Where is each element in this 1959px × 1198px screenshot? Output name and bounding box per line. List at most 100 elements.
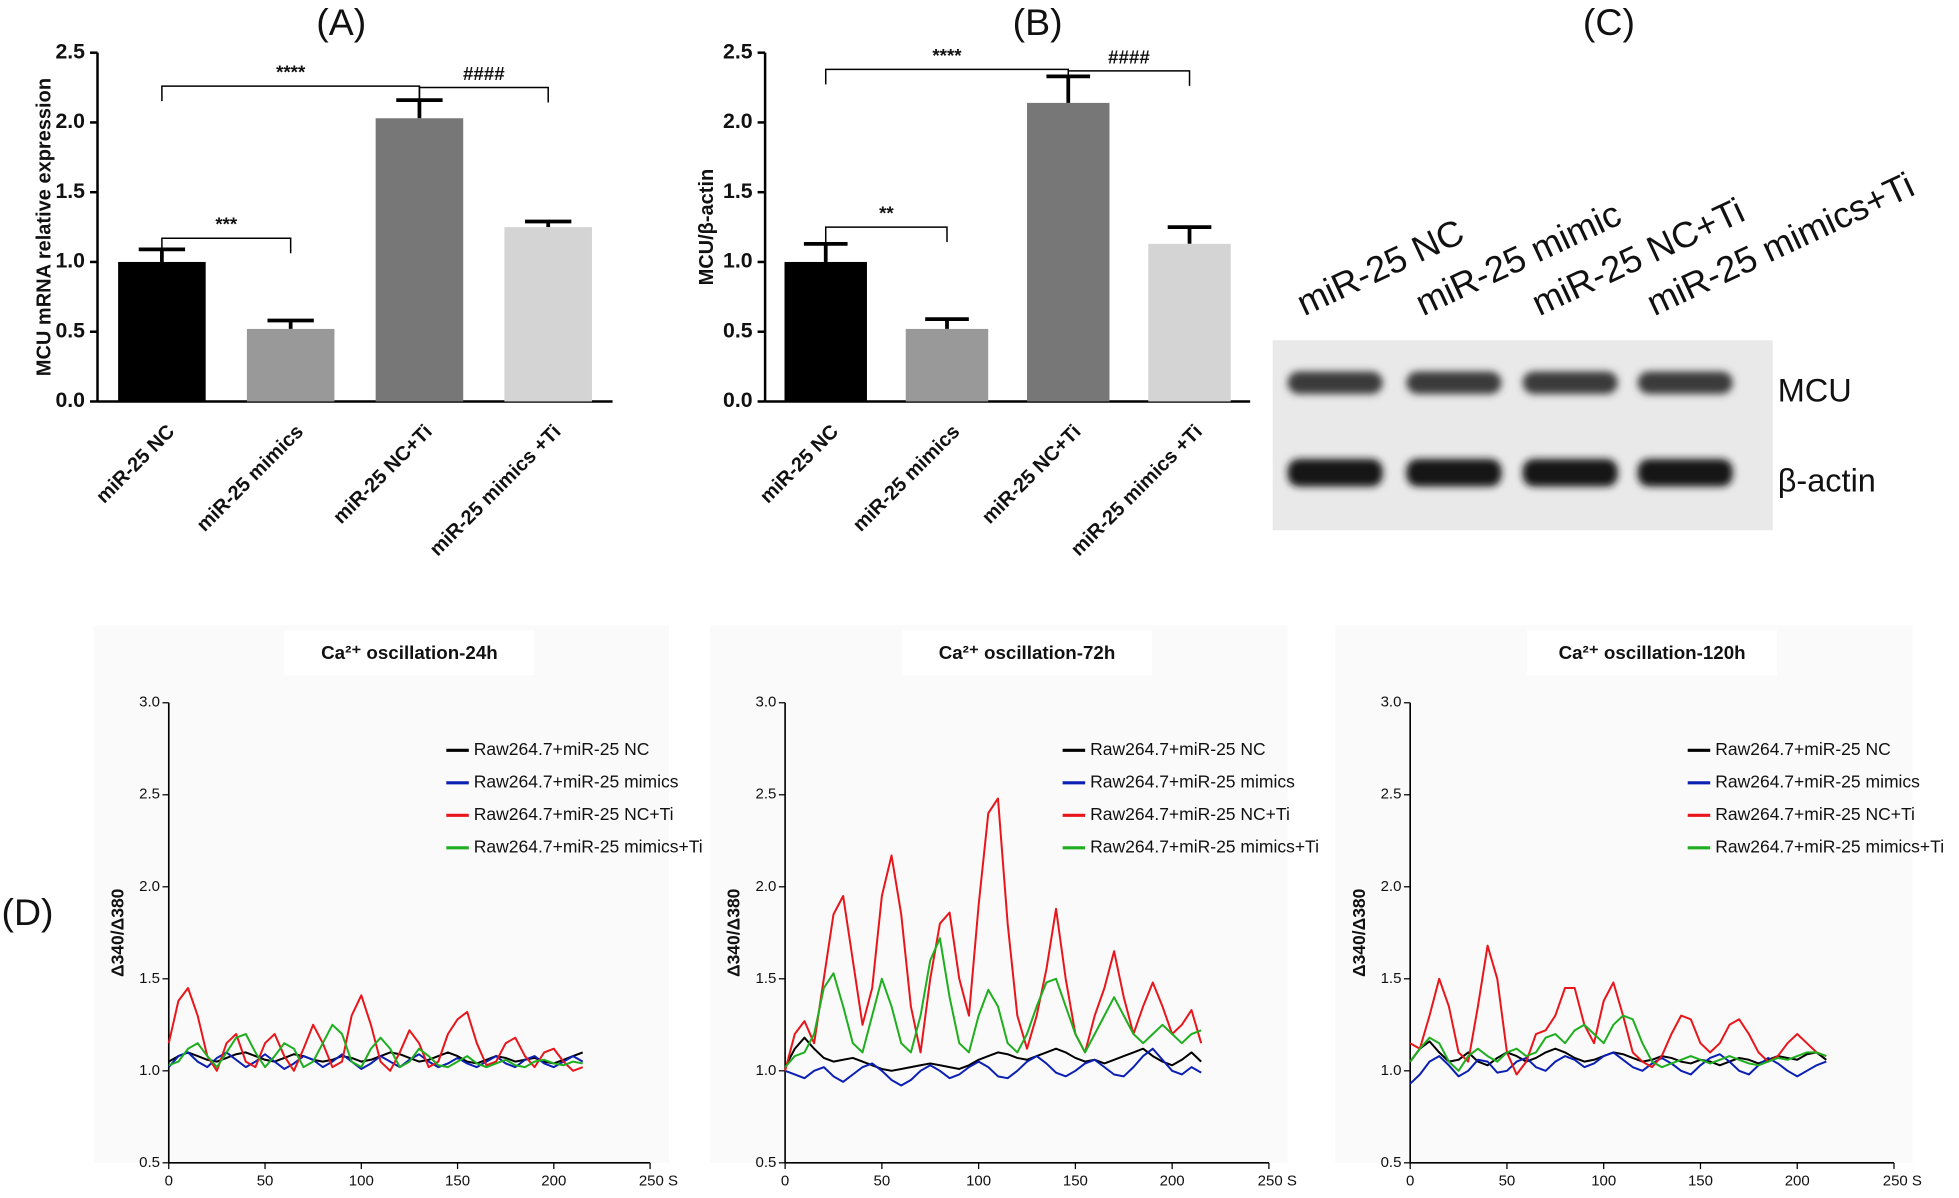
x-tick-label: 100 [349,1173,374,1190]
x-tick-label: 100 [1591,1173,1616,1190]
x-tick-label: 0 [1406,1173,1414,1190]
legend-label: Raw264.7+miR-25 mimics [1090,771,1295,791]
x-tick-label: 250 S [1258,1173,1297,1190]
significance-label: ** [879,203,894,224]
band-label: MCU [1778,372,1852,408]
series-line [1409,1040,1827,1067]
blot-band [1637,371,1733,394]
legend-label: Raw264.7+miR-25 NC [474,739,650,759]
y-tick-label: 1.0 [723,249,753,273]
x-tick-label: miR-25 mimics [193,421,308,536]
y-tick-label: 1.5 [139,970,160,987]
legend-label: Raw264.7+miR-25 mimics [474,771,679,791]
series-line [784,1036,1202,1072]
y-axis-label: MCU mRNA relative expression [33,78,55,376]
significance-bracket [418,86,549,103]
title-box [901,630,1153,676]
y-tick-label: 1.5 [723,179,753,203]
bar [118,261,206,402]
y-axis-label: Δ340/Δ380 [1349,888,1369,977]
series-line [784,797,1203,1072]
y-tick-label: 3.0 [755,694,776,711]
y-tick-label: 1.0 [139,1062,160,1079]
y-tick-label: 1.0 [1381,1062,1402,1079]
significance-bracket [161,85,421,102]
y-tick-label: 0.5 [723,318,753,342]
chart-title: Ca²⁺ oscillation-24h [321,642,498,663]
x-tick-label: 50 [1499,1173,1516,1190]
bar [375,118,464,402]
x-tick-label: miR-25 NC [756,421,843,508]
series-line [168,1051,584,1065]
y-tick-label: 1.5 [1381,970,1402,987]
y-tick-label: 2.0 [723,109,753,133]
significance-label: #### [1108,46,1150,67]
bar [504,227,592,402]
y-tick-label: 2.5 [55,39,85,63]
legend-label: Raw264.7+miR-25 NC+Ti [474,804,674,824]
x-tick-label: miR-25 mimics [849,421,964,536]
panel-title: (C) [1583,1,1635,43]
y-tick-label: 1.5 [755,970,776,987]
bar [1027,102,1110,402]
blot-band [1406,371,1502,394]
x-tick-label: 250 S [1883,1173,1922,1190]
series-line [784,1047,1202,1087]
series-line [1409,1014,1827,1072]
legend-label: Raw264.7+miR-25 NC [1090,739,1266,759]
y-tick-label: 2.5 [1381,786,1402,803]
y-tick-label: 2.5 [139,786,160,803]
x-tick-label: 200 [1160,1173,1185,1190]
series-line [168,1051,584,1070]
x-tick-label: miR-25 mimics +Ti [426,421,566,561]
significance-bracket [824,226,948,243]
legend-label: Raw264.7+miR-25 mimics+Ti [1090,836,1319,856]
y-tick-label: 3.0 [139,694,160,711]
y-tick-label: 1.0 [55,249,85,273]
y-tick-label: 0.5 [139,1154,160,1171]
y-tick-label: 2.5 [755,786,776,803]
series-line [784,937,1202,1068]
chart-title: Ca²⁺ oscillation-72h [939,642,1116,663]
x-tick-label: 200 [541,1173,566,1190]
y-tick-label: 2.0 [1381,878,1402,895]
significance-label: *** [215,214,238,235]
y-tick-label: 0.0 [55,388,85,412]
panel-title: (A) [316,1,366,43]
x-tick-label: 150 [1063,1173,1088,1190]
x-tick-label: miR-25 NC+Ti [329,421,437,529]
legend-label: Raw264.7+miR-25 NC [1715,739,1891,759]
significance-label: #### [463,63,505,84]
x-tick-label: miR-25 NC [92,421,179,508]
significance-label: **** [276,62,306,83]
x-tick-label: 0 [165,1173,173,1190]
bar [905,328,989,402]
y-tick-label: 2.0 [55,109,85,133]
x-tick-label: 150 [445,1173,470,1190]
legend-label: Raw264.7+miR-25 mimics+Ti [474,836,703,856]
y-tick-label: 2.0 [139,878,160,895]
chart-title: Ca²⁺ oscillation-120h [1559,642,1746,663]
legend-label: Raw264.7+miR-25 mimics+Ti [1715,836,1944,856]
plot-background [1335,625,1913,1163]
y-axis-label: MCU/β-actin [696,169,718,286]
legend-label: Raw264.7+miR-25 mimics [1715,771,1920,791]
y-axis-label: Δ340/Δ380 [107,888,127,977]
x-tick-label: 200 [1785,1173,1810,1190]
y-tick-label: 2.5 [723,39,753,63]
blot-band [1522,458,1618,487]
series-line [168,1023,583,1069]
x-tick-label: 100 [966,1173,991,1190]
blot-band [1637,458,1733,487]
significance-bracket [1067,70,1191,86]
blot-band [1287,458,1383,487]
x-tick-label: 0 [781,1173,789,1190]
y-axis-label: Δ340/Δ380 [724,888,744,977]
x-tick-label: 250 S [639,1173,678,1190]
plot-background [710,625,1288,1163]
y-tick-label: 0.5 [755,1154,776,1171]
title-box [284,630,535,676]
legend-label: Raw264.7+miR-25 NC+Ti [1090,804,1290,824]
title-box [1527,630,1778,676]
significance-bracket [824,68,1070,85]
